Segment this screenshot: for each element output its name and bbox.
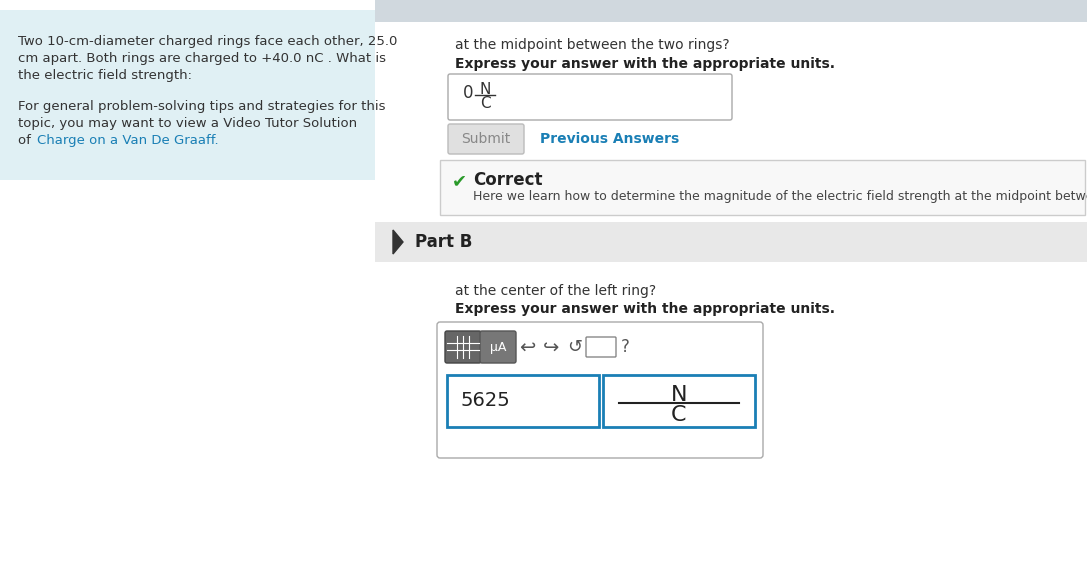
FancyBboxPatch shape (375, 0, 1087, 22)
Text: N: N (479, 82, 490, 97)
FancyBboxPatch shape (437, 322, 763, 458)
Text: Charge on a Van De Graaff.: Charge on a Van De Graaff. (37, 134, 218, 147)
Text: cm apart. Both rings are charged to +40.0 nC . What is: cm apart. Both rings are charged to +40.… (18, 52, 386, 65)
FancyBboxPatch shape (448, 124, 524, 154)
FancyBboxPatch shape (0, 10, 375, 180)
Text: Correct: Correct (473, 171, 542, 189)
FancyBboxPatch shape (480, 331, 516, 363)
Text: Submit: Submit (461, 132, 511, 146)
Text: Part B: Part B (415, 233, 473, 251)
Text: at the center of the left ring?: at the center of the left ring? (455, 284, 657, 298)
Text: For general problem-solving tips and strategies for this: For general problem-solving tips and str… (18, 100, 386, 113)
Text: 5625: 5625 (460, 392, 510, 411)
FancyBboxPatch shape (447, 375, 599, 427)
Text: ↪: ↪ (542, 338, 559, 357)
Text: C: C (479, 96, 490, 111)
FancyBboxPatch shape (603, 375, 755, 427)
Text: Previous Answers: Previous Answers (540, 132, 679, 146)
Text: 0: 0 (463, 84, 474, 102)
FancyBboxPatch shape (445, 331, 482, 363)
Text: N: N (671, 385, 687, 405)
Text: ?: ? (621, 338, 629, 356)
Text: ✔: ✔ (452, 172, 467, 190)
Text: Express your answer with the appropriate units.: Express your answer with the appropriate… (455, 302, 835, 316)
FancyBboxPatch shape (440, 160, 1085, 215)
Text: at the midpoint between the two rings?: at the midpoint between the two rings? (455, 38, 729, 52)
Text: ↩: ↩ (518, 338, 535, 357)
Text: topic, you may want to view a Video Tutor Solution: topic, you may want to view a Video Tuto… (18, 117, 358, 130)
FancyBboxPatch shape (375, 222, 1087, 262)
Text: Two 10-cm-diameter charged rings face each other, 25.0: Two 10-cm-diameter charged rings face ea… (18, 35, 398, 48)
Text: Express your answer with the appropriate units.: Express your answer with the appropriate… (455, 57, 835, 71)
Text: ↺: ↺ (567, 338, 583, 356)
Text: the electric field strength:: the electric field strength: (18, 69, 192, 82)
Text: Here we learn how to determine the magnitude of the electric field strength at t: Here we learn how to determine the magni… (473, 190, 1087, 203)
FancyBboxPatch shape (448, 74, 732, 120)
Text: of: of (18, 134, 35, 147)
Text: μA: μA (490, 340, 507, 354)
Polygon shape (393, 230, 403, 254)
Text: C: C (672, 405, 687, 425)
